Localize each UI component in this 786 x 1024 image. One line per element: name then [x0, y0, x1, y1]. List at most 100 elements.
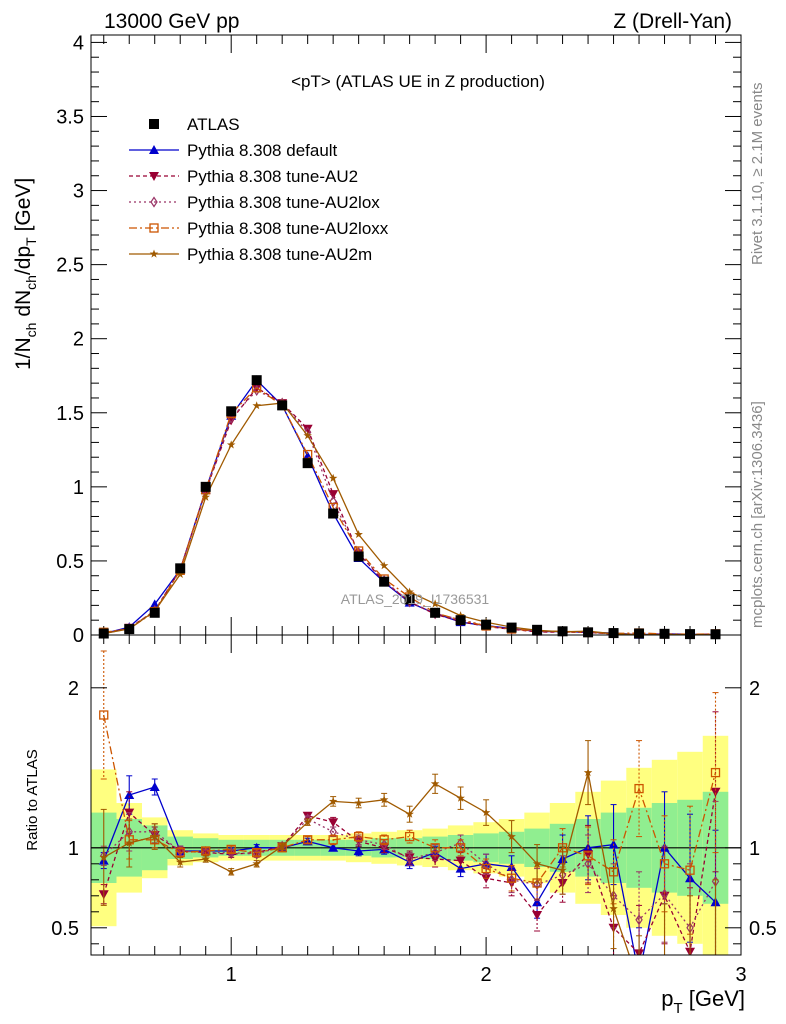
y-tick-label: 0 [73, 625, 84, 647]
x-tick-label: 3 [735, 964, 746, 986]
data-point [175, 563, 186, 574]
ratio-marker-4 [252, 859, 261, 868]
ratio-marker-2 [431, 847, 439, 859]
series-marker-0 [149, 599, 160, 609]
y-tick-label: 3 [73, 181, 84, 203]
data-point [353, 551, 364, 562]
ratio-marker-4 [201, 854, 210, 863]
header-right: Z (Drell-Yan) [613, 10, 732, 33]
data-point [430, 607, 441, 618]
ratio-marker-3 [99, 710, 109, 720]
y-axis-title: 1/Nch dNch/dpT [GeV] [12, 178, 39, 370]
data-point [481, 619, 492, 630]
series-marker-1 [302, 424, 313, 434]
data-point [506, 622, 517, 633]
ratio-marker-0 [149, 782, 160, 791]
ratio-marker-3 [710, 767, 721, 778]
ratio-marker-3 [455, 843, 466, 853]
x-tick-label: 1 [226, 964, 237, 986]
ratio-marker-2 [635, 914, 643, 926]
series-marker-4 [252, 401, 261, 410]
ratio-marker-3 [226, 844, 236, 855]
ratio-marker-4 [635, 979, 644, 987]
ratio-marker-3 [685, 865, 695, 875]
data-point [124, 624, 135, 635]
ratio-marker-4 [609, 904, 618, 913]
ratio-marker-1 [455, 856, 466, 866]
data-point [302, 458, 313, 469]
series-marker-4 [328, 473, 338, 482]
data-point [200, 481, 211, 492]
ratio-marker-4 [558, 865, 567, 874]
data-point [379, 576, 390, 587]
series-marker-4 [226, 440, 236, 449]
ratio-marker-3 [659, 859, 670, 869]
ratio-marker-4 [99, 852, 108, 861]
header-left: 13000 GeV pp [104, 10, 239, 33]
ratio-marker-1 [430, 855, 441, 864]
series-marker-4 [405, 587, 414, 596]
ratio-marker-3 [506, 873, 517, 883]
data-point [149, 607, 160, 618]
data-point [532, 624, 543, 635]
series-marker-4 [379, 561, 389, 570]
ratio-tick-label: 1 [68, 838, 79, 860]
ratio-marker-4 [507, 832, 516, 841]
data-point [277, 400, 288, 411]
ratio-marker-4 [686, 955, 695, 963]
legend-label-0: Pythia 8.308 default [187, 141, 338, 160]
x-axis-title: pT [GeV] [661, 986, 745, 1017]
ratio-tick-label: 0.5 [51, 918, 79, 940]
ratio-marker-4 [379, 795, 389, 804]
data-point [328, 508, 339, 519]
ratio-tick-label-right: 0.5 [749, 918, 777, 940]
ratio-marker-3 [175, 847, 185, 858]
ratio-frame [90, 634, 742, 956]
ratio-marker-3 [430, 843, 440, 853]
series-marker-4 [430, 599, 440, 608]
y-tick-label: 1 [73, 477, 84, 499]
y-tick-label: 0.5 [56, 551, 84, 573]
ratio-marker-1 [328, 818, 339, 828]
ratio-marker-2 [405, 853, 414, 865]
ratio-panel: 1 2 3 0.5 0.5 1 1 2 2 [51, 635, 777, 987]
source-label: mcplots.cern.ch [arXiv:1306.3436] [749, 401, 766, 628]
series-marker-4 [201, 492, 210, 501]
legend: ATLAS Pythia 8.308 default Pythia 8.308 tu… [129, 115, 389, 264]
legend-label-3: Pythia 8.308 tune-AU2loxx [187, 219, 389, 238]
legend-marker-1 [149, 172, 159, 181]
ratio-marker-3 [328, 835, 338, 845]
ratio-marker-1 [710, 787, 721, 797]
y-tick-label: 1.5 [56, 403, 84, 425]
series-marker-4 [456, 611, 465, 620]
ratio-marker-4 [532, 859, 542, 868]
ratio-marker-2 [227, 847, 235, 859]
rivet-label: Rivet 3.1.10, ≥ 2.1M events [749, 83, 766, 266]
ratio-content [91, 650, 741, 987]
ratio-marker-0 [634, 971, 644, 980]
main-panel: 0 0.5 1 1.5 2 2.5 3 3.5 4 [56, 32, 742, 647]
ratio-marker-0 [328, 842, 339, 852]
series-marker-4 [175, 569, 185, 578]
ratio-marker-2 [660, 888, 669, 900]
legend-marker-4 [149, 249, 159, 258]
series-marker-2 [227, 412, 235, 424]
ratio-marker-0 [124, 790, 135, 799]
ratio-marker-4 [711, 955, 720, 963]
x-tick-label: 2 [481, 964, 492, 986]
data-point [557, 626, 568, 637]
data-point [659, 628, 670, 639]
legend-marker-data [149, 119, 159, 129]
legend-label-2: Pythia 8.308 tune-AU2lox [187, 193, 380, 212]
legend-label-1: Pythia 8.308 tune-AU2 [187, 167, 358, 186]
legend-label-4: Pythia 8.308 tune-AU2m [187, 245, 372, 264]
ratio-marker-4 [456, 793, 465, 802]
legend-marker-3 [149, 223, 159, 233]
ratio-marker-4 [150, 832, 159, 841]
ratio-axis-title: Ratio to ATLAS [24, 749, 41, 850]
legend-marker-0 [149, 145, 159, 154]
data-point [251, 375, 262, 386]
ratio-tick-label-right: 2 [749, 678, 760, 700]
chart-title: <pT> (ATLAS UE in Z production) [291, 72, 545, 91]
ratio-tick-label: 2 [68, 678, 79, 700]
